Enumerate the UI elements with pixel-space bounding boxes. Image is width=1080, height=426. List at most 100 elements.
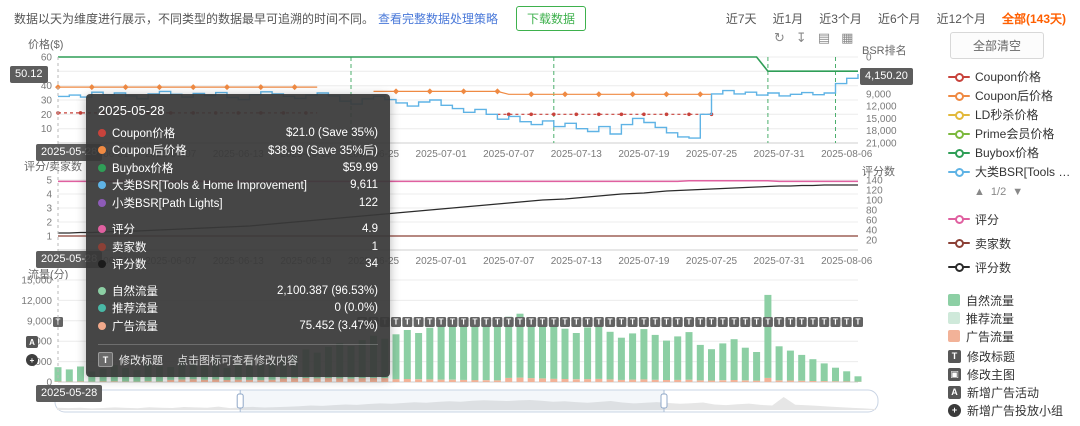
tooltip-label: Coupon后价格	[112, 145, 187, 158]
page-up-icon[interactable]: ▲	[974, 186, 985, 198]
tooltip-date: 2025-05-28	[98, 103, 165, 118]
tooltip-label: 评分	[112, 224, 135, 237]
legend-item-marker-2[interactable]: A 新增广告活动	[948, 383, 1076, 401]
tooltip-value: 75.452 (3.47%)	[299, 319, 378, 332]
svg-text:T: T	[484, 318, 489, 327]
svg-text:20: 20	[866, 236, 878, 247]
legend-item-price-0[interactable]: Coupon价格	[948, 67, 1076, 86]
refresh-icon[interactable]: ↻	[774, 30, 785, 45]
tooltip-row: 小类BSR[Path Lights] 122	[98, 194, 378, 212]
legend-item-traffic-1[interactable]: 推荐流量	[948, 309, 1076, 327]
tooltip-group: Coupon价格 $21.0 (Save 35%) Coupon后价格 $38.99 …	[98, 124, 378, 212]
svg-text:T: T	[608, 318, 613, 327]
svg-text:T: T	[653, 318, 658, 327]
data-note: 数据以天为维度进行展示，不同类型的数据最早可追溯的时间不同。	[14, 11, 375, 26]
tooltip-label: Buybox价格	[112, 162, 174, 175]
svg-text:60: 60	[866, 216, 878, 227]
legend-pagination: ▲ 1/2 ▼	[974, 183, 1076, 201]
price-axis-title: 价格($)	[28, 39, 64, 51]
series-dot-icon	[98, 225, 106, 234]
tooltip-value: $38.99 (Save 35%后)	[268, 145, 378, 158]
svg-text:5: 5	[46, 176, 52, 187]
legend-item-price-4[interactable]: Buybox价格	[948, 143, 1076, 162]
legend-item-rating-1[interactable]: 卖家数	[948, 231, 1076, 255]
save-image-icon[interactable]: ▦	[841, 30, 854, 45]
brush-handle[interactable]	[236, 393, 244, 409]
svg-text:T: T	[619, 318, 624, 327]
legend-label: 修改标题	[967, 349, 1016, 364]
legend-item-price-5[interactable]: 大类BSR[Tools & Hom...	[948, 162, 1076, 181]
svg-text:T: T	[416, 318, 421, 327]
svg-text:9,000: 9,000	[27, 316, 52, 327]
svg-text:2025-07-31: 2025-07-31	[754, 149, 806, 160]
datazoom-slider[interactable]	[54, 389, 879, 413]
legend-group-price: Coupon价格 Coupon后价格 LD秒杀价格 Prime会员价格 Buybox价格…	[948, 67, 1076, 181]
svg-text:T: T	[732, 318, 737, 327]
svg-text:4: 4	[46, 190, 52, 201]
series-line-icon	[948, 148, 970, 158]
series-dot-icon	[98, 163, 106, 172]
series-dot-icon	[98, 304, 106, 313]
restore-zoom-icon[interactable]: ▤	[817, 30, 831, 45]
time-range-5[interactable]: 全部(143天)	[1001, 11, 1066, 26]
edit-title-icon[interactable]: T	[98, 352, 113, 367]
svg-text:T: T	[709, 318, 714, 327]
svg-text:T: T	[822, 318, 827, 327]
svg-text:T: T	[450, 318, 455, 327]
dashboard-content: ↻ ↧ ▤ ▦ 价格($) BSR排名 评分/卖家数 评分数 流量(分) 60 40 30…	[0, 30, 1080, 426]
tooltip-value: 2,100.387 (96.53%)	[276, 284, 378, 297]
svg-text:T: T	[844, 318, 849, 327]
svg-text:12,000: 12,000	[866, 102, 897, 113]
legend-item-price-2[interactable]: LD秒杀价格	[948, 105, 1076, 124]
legend-item-traffic-2[interactable]: 广告流量	[948, 327, 1076, 345]
legend-item-marker-0[interactable]: T 修改标题	[948, 347, 1076, 365]
legend-item-marker-3[interactable]: + 新增广告投放小组	[948, 401, 1076, 419]
download-data-button[interactable]: 下载数据	[516, 5, 587, 31]
series-line-icon	[948, 72, 970, 82]
svg-text:140: 140	[866, 176, 883, 187]
crosshair-date-badge: 2025-05-28	[36, 144, 103, 161]
policy-link[interactable]: 查看完整数据处理策略	[378, 11, 499, 26]
svg-text:T: T	[506, 318, 511, 327]
clear-all-button[interactable]: 全部清空	[950, 32, 1044, 59]
crosshair-date-badge: 2025-05-28	[36, 251, 103, 268]
time-range-tabs: 近7天 近1月 近3个月 近6个月 近12个月 全部(143天)	[726, 10, 1066, 27]
legend-item-price-1[interactable]: Coupon后价格	[948, 86, 1076, 105]
series-dot-icon	[98, 286, 106, 295]
svg-text:T: T	[574, 318, 579, 327]
svg-text:T: T	[743, 318, 748, 327]
legend-item-rating-2[interactable]: 评分数	[948, 255, 1076, 279]
svg-text:T: T	[630, 318, 635, 327]
tooltip-row: 评分数 34	[98, 256, 378, 274]
download-icon[interactable]: ↧	[795, 30, 807, 45]
legend-item-rating-0[interactable]: 评分	[948, 207, 1076, 231]
page-down-icon[interactable]: ▼	[1012, 186, 1024, 198]
svg-text:T: T	[495, 318, 500, 327]
edge-event-icon[interactable]	[26, 354, 38, 366]
svg-text:80: 80	[866, 206, 878, 217]
legend-item-marker-1[interactable]: ▣ 修改主图	[948, 365, 1076, 383]
svg-text:2025-07-01: 2025-07-01	[416, 149, 468, 160]
svg-text:T: T	[596, 318, 601, 327]
brush-handle[interactable]	[660, 393, 668, 409]
time-range-4[interactable]: 近12个月	[936, 11, 986, 26]
time-range-1[interactable]: 近1月	[772, 11, 804, 26]
legend-item-price-3[interactable]: Prime会员价格	[948, 124, 1076, 143]
time-range-3[interactable]: 近6个月	[877, 11, 921, 26]
legend-item-traffic-0[interactable]: 自然流量	[948, 291, 1076, 309]
event-marker-icon: T	[948, 349, 961, 363]
time-range-2[interactable]: 近3个月	[819, 11, 862, 26]
svg-text:2025-07-19: 2025-07-19	[618, 256, 670, 267]
svg-text:21,000: 21,000	[866, 139, 897, 150]
chart-tooltip: 2025-05-28 Coupon价格 $21.0 (Save 35%) Coupo…	[86, 94, 390, 377]
svg-text:1: 1	[46, 232, 52, 243]
tooltip-value: 9,611	[350, 179, 378, 192]
svg-text:T: T	[765, 318, 770, 327]
svg-text:T: T	[585, 318, 590, 327]
traffic-axis-title: 流量(分)	[28, 269, 69, 281]
tooltip-footer: T 修改标题 点击图标可查看修改内容	[98, 343, 378, 368]
svg-text:10: 10	[41, 124, 53, 135]
page-indicator: 1/2	[990, 186, 1007, 198]
time-range-0[interactable]: 近7天	[725, 11, 757, 26]
edge-event-icon[interactable]	[26, 336, 38, 348]
